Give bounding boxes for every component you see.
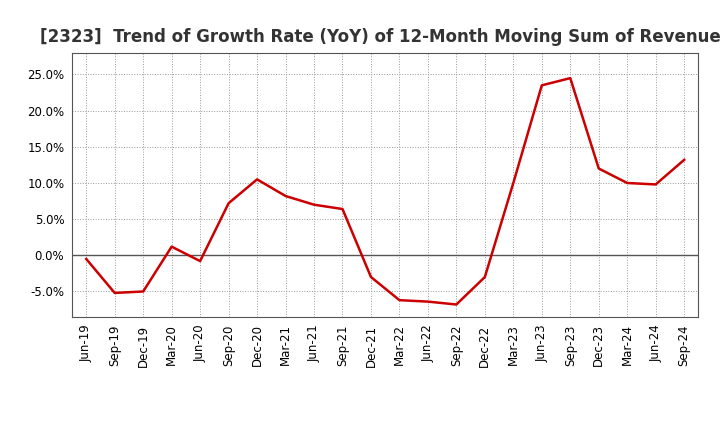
Title: [2323]  Trend of Growth Rate (YoY) of 12-Month Moving Sum of Revenues: [2323] Trend of Growth Rate (YoY) of 12-…: [40, 28, 720, 46]
